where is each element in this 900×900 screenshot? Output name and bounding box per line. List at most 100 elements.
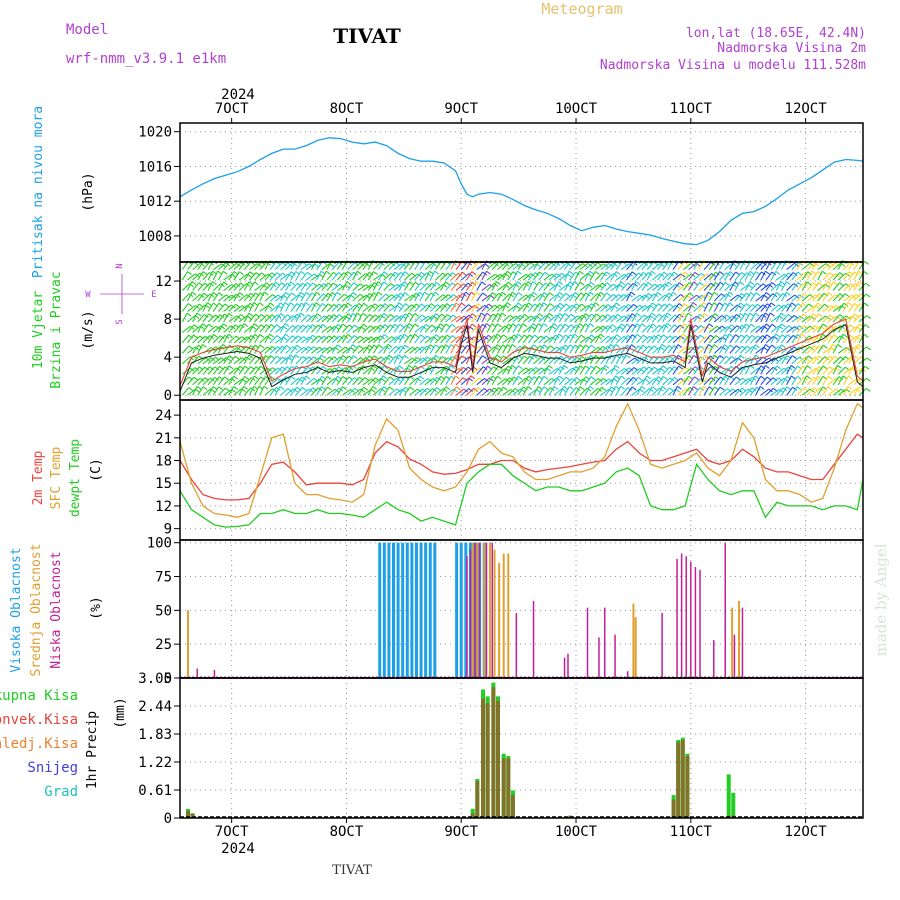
wind-barb [383,303,392,312]
wind-barb-flag [207,302,212,306]
wind-barb [192,386,198,396]
wind-barb-flag [409,386,415,391]
wind-barb [770,365,778,375]
wind-barb [512,333,519,344]
wind-barb-flag [677,344,683,349]
wind-barb [383,262,392,271]
wind-barb [832,282,840,291]
bottom-tick-7OCT: 7OCT [215,824,249,840]
precip-legend: Ukupna KisaKonvek.KisaZaledj.KisaSnijegG… [0,688,78,800]
wind-barb-flag [728,302,734,307]
wind-barb-flag [212,281,217,285]
wind-barb [610,375,616,386]
wind-barb [729,345,737,354]
wind-barb [243,312,250,323]
wind-barb-flag [563,385,569,390]
wind-barb-flag [219,335,225,340]
wind-barb [223,261,231,270]
wind-barb [378,281,385,291]
wind-barb [290,324,299,333]
wind-barb [280,366,288,375]
wind-barb [481,283,491,291]
wind-barb [512,355,519,365]
wind-barb-flag [323,335,329,340]
wind-barb [837,333,844,344]
wind-barb [837,375,844,386]
wind-barb [186,281,193,291]
wind-barb [595,304,604,312]
wind-barb-flag [236,367,241,372]
wind-barb [750,344,756,354]
wind-barb [631,357,641,365]
wind-barb-flag [854,313,860,318]
wind-barb [383,376,391,386]
ytick-label-0: 0 [164,388,172,404]
wind-barb [574,386,581,396]
wind-barb [419,261,427,270]
wind-barb [646,270,652,281]
wind-barb-flag [445,365,451,370]
wind-barb [750,282,758,291]
wind-barb-flag [461,302,466,307]
wind-barb [362,271,370,281]
wind-barb [688,262,697,271]
wind-barb [367,292,375,302]
wind-barb-flag [222,323,228,328]
wind-barb [238,376,246,386]
wind-barb-flag [284,302,290,306]
wind-barb [445,294,454,302]
wind-barb-flag [398,354,403,359]
wind-barb-flag [337,344,342,349]
wind-barb [584,376,592,386]
wind-barb [724,271,731,281]
wind-barb-flag [727,326,732,330]
wind-barb [460,261,469,270]
wind-barb [533,376,540,386]
wind-barb-flag [609,343,615,348]
wind-barb [595,386,603,396]
wind-barb-flag [651,270,656,275]
wind-barb [249,263,258,271]
compass-east: E [151,290,156,300]
wind-barb [238,323,245,333]
wind-barb [646,302,653,312]
wind-barb [527,334,536,344]
wind-barb-flag [829,262,835,267]
wind-barb [775,387,784,396]
footer-title: TIVAT [332,863,372,878]
wind-barb-flag [422,325,427,330]
wind-barb [739,284,749,291]
wind-barb [316,386,323,396]
wind-barb [326,325,336,333]
wind-barb-flag [220,283,225,288]
wind-barb [212,302,220,312]
wind-barb [786,272,794,281]
wind-barb-flag [549,282,555,287]
wind-barb-flag [749,270,755,275]
wind-barb [486,283,495,291]
wind-barb [579,323,586,333]
wind-barb [223,325,232,333]
wind-barb [548,273,557,281]
wind-barb [372,344,380,354]
wind-barb [383,324,391,333]
low-cloud-bar [196,668,198,678]
wind-barb [755,304,764,312]
wind-barb-flag [602,325,608,330]
wind-barb [279,323,286,333]
wind-barb [729,314,737,323]
wind-barb-flag [494,273,500,278]
wind-barb-flag [408,312,414,317]
wind-barb [362,304,372,312]
wind-barb [786,334,794,344]
wind-barb-flag [409,281,414,286]
wind-barb [228,303,237,312]
wind-barb [398,261,407,270]
wind-barb-flag [658,387,664,392]
wind-barb-flag [533,344,538,349]
wind-barb [502,389,512,396]
wind-barb-flag [261,272,266,277]
wind-barb [347,387,356,396]
wind-barb [564,304,573,312]
wind-barb-flag [568,386,574,390]
